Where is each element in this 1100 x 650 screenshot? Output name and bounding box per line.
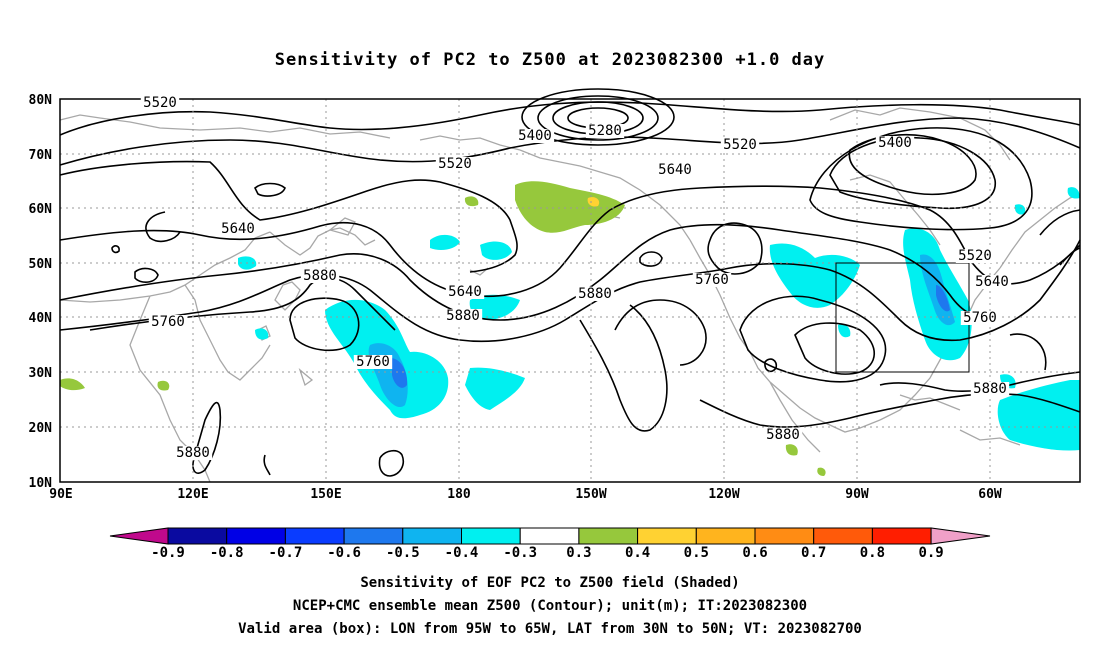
colorbar: -0.9 -0.8 -0.7 -0.6 -0.5 -0.4 -0.3 0.3 0.4 0.5 0.6… [109,527,991,561]
z500-contours [59,88,1081,477]
contour-label: 5760 [151,314,185,330]
colorbar-swatch [343,527,404,545]
contour-label: 5400 [518,128,552,144]
lat-label: 10N [29,476,53,491]
contour-label: 5520 [723,137,757,153]
lat-label: 40N [29,311,53,326]
contour-label: 5880 [176,445,210,461]
contour-label: 5280 [588,123,622,139]
colorbar-label: 0.3 [566,545,591,561]
lat-label: 70N [29,148,53,163]
colorbar-swatch [637,527,697,545]
latitude-labels: 80N 70N 60N 50N 40N 30N 20N 10N [29,93,53,491]
contour-label: 5760 [356,354,390,370]
contour-label: 5760 [963,310,997,326]
caption-line-2: NCEP+CMC ensemble mean Z500 (Contour); u… [292,598,808,614]
contour-label: 5640 [658,162,692,178]
colorbar-label: -0.6 [327,545,361,561]
contour-labels: 5520 5400 5280 5520 5400 5520 5640 5640 5880 5640… [140,95,1012,461]
contour-label: 5880 [446,308,480,324]
caption-line-1: Sensitivity of EOF PC2 to Z500 field (Sh… [360,575,740,591]
colorbar-swatch [813,527,873,545]
colorbar-label: -0.7 [269,545,303,561]
contour-label: 5880 [973,381,1007,397]
colorbar-label: -0.4 [445,545,479,561]
colorbar-label: 0.9 [918,545,943,561]
contour-label: 5760 [695,272,729,288]
lon-label: 120E [177,487,208,502]
lon-label: 180 [447,487,471,502]
colorbar-swatch [754,527,815,545]
lon-label: 60W [978,487,1002,502]
colorbar-label: 0.6 [742,545,767,561]
contour-label: 5520 [958,248,992,264]
colorbar-swatch [167,527,228,545]
colorbar-high-arrow [930,527,991,545]
colorbar-swatch [695,527,756,545]
lon-label: 150E [310,487,341,502]
lat-label: 60N [29,202,53,217]
colorbar-swatch [402,527,462,545]
colorbar-swatch [519,527,580,545]
colorbar-label: 0.8 [860,545,885,561]
contour-label: 5520 [438,156,472,172]
colorbar-swatch [871,527,932,545]
colorbar-label: 0.4 [625,545,650,561]
colorbar-swatch [226,527,286,545]
lon-label: 90E [49,487,72,502]
longitude-labels: 90E 120E 150E 180 150W 120W 90W 60W [49,487,1002,502]
lat-label: 50N [29,257,53,272]
colorbar-swatch [461,527,521,545]
colorbar-label: 0.7 [801,545,826,561]
contour-label: 5880 [766,427,800,443]
contour-label: 5400 [878,135,912,151]
colorbar-label: -0.3 [503,545,537,561]
lat-lon-grid [60,99,1080,482]
contour-label: 5640 [448,284,482,300]
lon-label: 150W [575,487,606,502]
colorbar-swatch [284,527,345,545]
colorbar-label: -0.9 [151,545,185,561]
colorbar-label: -0.8 [210,545,244,561]
colorbar-low-arrow [109,527,169,545]
colorbar-label: -0.5 [386,545,420,561]
lat-label: 20N [29,421,53,436]
figure-title: Sensitivity of PC2 to Z500 at 2023082300… [274,50,826,70]
caption-line-3: Valid area (box): LON from 95W to 65W, L… [238,621,862,637]
colorbar-swatch [578,527,639,545]
map-frame [59,98,1081,483]
lon-label: 120W [708,487,739,502]
contour-label: 5520 [143,95,177,111]
contour-label: 5640 [975,274,1009,290]
lat-label: 80N [29,93,53,108]
lat-label: 30N [29,366,53,381]
lon-label: 90W [845,487,869,502]
contour-label: 5880 [578,286,612,302]
colorbar-label: 0.5 [684,545,709,561]
contour-label: 5640 [221,221,255,237]
contour-label: 5880 [303,268,337,284]
